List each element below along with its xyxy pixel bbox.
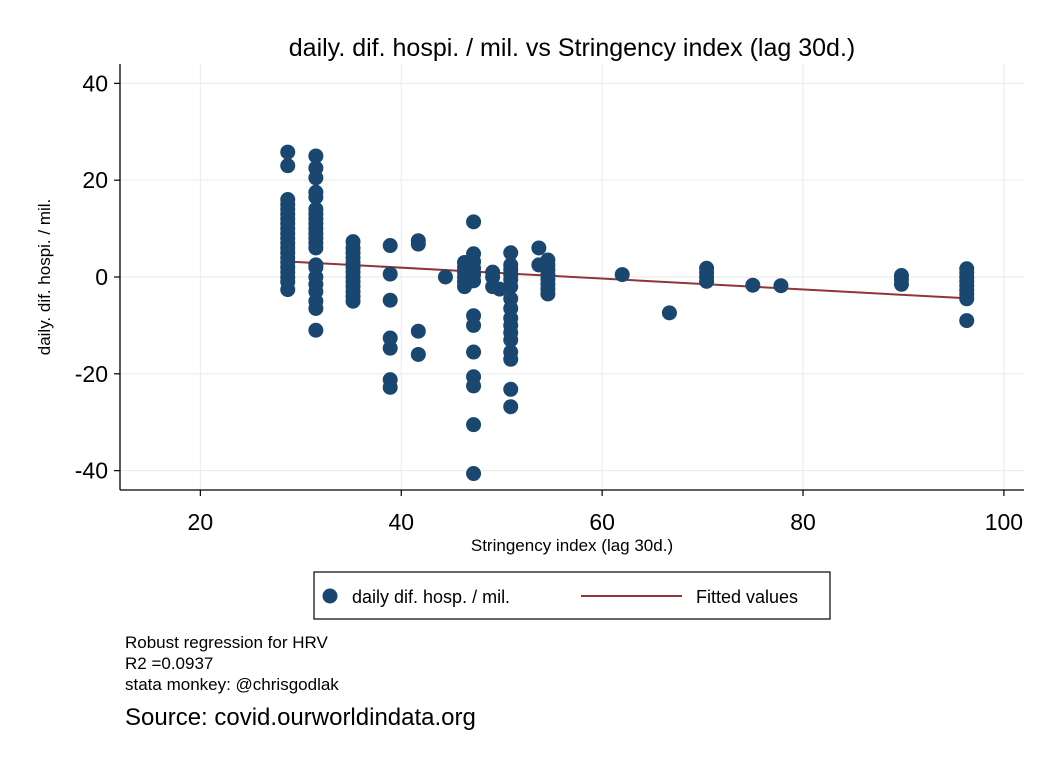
scatter-point [503,279,519,295]
scatter-point [308,170,324,186]
scatter-point [410,236,426,252]
scatter-point [614,267,630,283]
scatter-point [503,332,519,348]
chart-title: daily. dif. hospi. / mil. vs Stringency … [289,34,855,62]
x-axis-label: Stringency index (lag 30d.) [471,536,673,555]
scatter-point [345,293,361,309]
scatter-point [308,322,324,338]
x-tick-label: 40 [388,509,414,535]
x-tick-label: 60 [589,509,615,535]
scatter-point [466,344,482,360]
scatter-point [466,417,482,433]
grid-lines [120,64,1024,490]
legend-scatter-label: daily dif. hosp. / mil. [352,587,510,607]
legend-scatter-marker [322,588,338,604]
scatter-point [382,292,398,308]
scatter-point [410,323,426,339]
scatter-point [466,378,482,394]
scatter-point [382,379,398,395]
legend-box [313,571,831,620]
scatter-point [503,245,519,261]
scatter-point [308,300,324,316]
axis-ticks: 20 40 60 80 100 40 20 0 -20 -40 [75,70,1023,535]
scatter-point [959,291,975,307]
scatter-point [466,273,482,289]
scatter-point [308,189,324,205]
scatter-point [540,286,556,302]
scatter-point [382,340,398,356]
scatter-point [280,282,296,298]
scatter-point [745,277,761,293]
note-r2: R2 =0.0937 [125,654,214,673]
scatter-point [661,305,677,321]
y-tick-label: 40 [82,70,108,96]
scatter-point [410,346,426,362]
y-tick-label: 20 [82,167,108,193]
scatter-point [466,466,482,482]
scatter-point [382,238,398,254]
y-tick-label: 0 [95,264,108,290]
scatter-point [773,278,789,294]
scatter-point [280,144,296,160]
scatter-point [308,148,324,164]
y-tick-label: -20 [75,361,108,387]
scatter-point [503,381,519,397]
scatter-point [531,240,547,256]
scatter-point [466,214,482,230]
scatter-point [959,313,975,329]
scatter-point [893,276,909,292]
scatter-point [280,158,296,174]
note-credit: stata monkey: @chrisgodlak [125,675,339,694]
legend: daily dif. hosp. / mil. Fitted values [313,571,831,620]
y-axis-label: daily. dif. hospi. / mil. [35,199,54,356]
legend-fitted-label: Fitted values [696,587,798,607]
source-note: Source: covid.ourworldindata.org [125,704,476,731]
scatter-point [308,240,324,256]
x-tick-label: 20 [188,509,214,535]
scatter-chart: 20 40 60 80 100 40 20 0 -20 -40 daily. dif. hospi… [35,34,1024,620]
scatter-point [503,399,519,415]
scatter-point [466,317,482,333]
note-regression: Robust regression for HRV [125,633,328,652]
scatter-points-layer [280,144,975,482]
x-tick-label: 100 [985,509,1023,535]
scatter-point [437,269,453,285]
scatter-point [382,266,398,282]
x-tick-label: 80 [790,509,816,535]
scatter-point [503,351,519,367]
y-tick-label: -40 [75,458,108,484]
scatter-point [699,273,715,289]
